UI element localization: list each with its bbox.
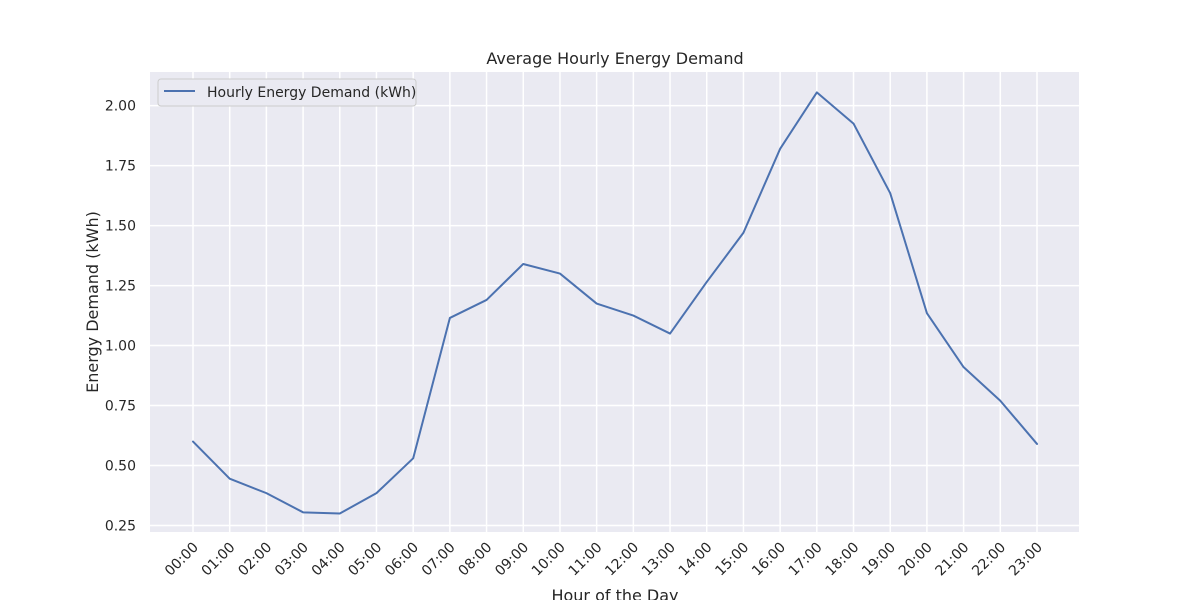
y-tick-label: 2.00 xyxy=(105,99,136,115)
y-axis-ticks: 0.25 0.50 0.75 1.00 1.25 1.50 1.75 2.00 xyxy=(105,99,136,535)
x-tick-label: 07:00 xyxy=(419,540,459,580)
x-axis-ticks: 00:0001:0002:0003:0004:0005:0006:0007:00… xyxy=(162,540,1046,580)
x-tick-label: 22:00 xyxy=(969,540,1009,580)
y-tick-label: 1.25 xyxy=(105,279,136,295)
x-tick-label: 06:00 xyxy=(382,540,422,580)
x-tick-label: 13:00 xyxy=(639,540,679,580)
x-tick-label: 04:00 xyxy=(309,540,349,580)
legend: Hourly Energy Demand (kWh) xyxy=(157,78,417,107)
x-tick-label: 20:00 xyxy=(896,540,936,580)
x-tick-label: 19:00 xyxy=(859,540,899,580)
x-tick-label: 05:00 xyxy=(345,540,385,580)
x-tick-label: 23:00 xyxy=(1006,540,1046,580)
x-tick-label: 12:00 xyxy=(602,540,642,580)
x-tick-label: 11:00 xyxy=(566,540,606,580)
y-tick-label: 1.75 xyxy=(105,159,136,175)
x-tick-label: 14:00 xyxy=(676,540,716,580)
x-tick-label: 01:00 xyxy=(199,540,239,580)
x-tick-label: 10:00 xyxy=(529,540,569,580)
series-layer xyxy=(192,91,1038,515)
x-tick-label: 21:00 xyxy=(933,540,973,580)
y-tick-label: 1.00 xyxy=(105,339,136,355)
x-tick-label: 00:00 xyxy=(162,540,202,580)
legend-box xyxy=(157,78,417,107)
plot-area xyxy=(150,72,1079,532)
x-tick-label: 17:00 xyxy=(786,540,826,580)
y-tick-label: 0.50 xyxy=(105,459,136,475)
x-tick-label: 16:00 xyxy=(749,540,789,580)
y-tick-label: 0.25 xyxy=(105,519,136,535)
y-tick-label: 1.50 xyxy=(105,219,136,235)
chart-title: Average Hourly Energy Demand xyxy=(486,49,743,68)
x-tick-label: 15:00 xyxy=(712,540,752,580)
x-tick-label: 02:00 xyxy=(235,540,275,580)
grid-lines xyxy=(150,72,1079,532)
x-axis-label: Hour of the Day xyxy=(551,586,678,600)
y-tick-label: 0.75 xyxy=(105,399,136,415)
x-tick-label: 08:00 xyxy=(456,540,496,580)
y-axis-label: Energy Demand (kWh) xyxy=(83,211,102,393)
x-tick-label: 09:00 xyxy=(492,540,532,580)
x-tick-label: 18:00 xyxy=(822,540,862,580)
x-tick-label: 03:00 xyxy=(272,540,312,580)
legend-entry: Hourly Energy Demand (kWh) xyxy=(207,85,416,101)
series-line xyxy=(192,91,1038,515)
